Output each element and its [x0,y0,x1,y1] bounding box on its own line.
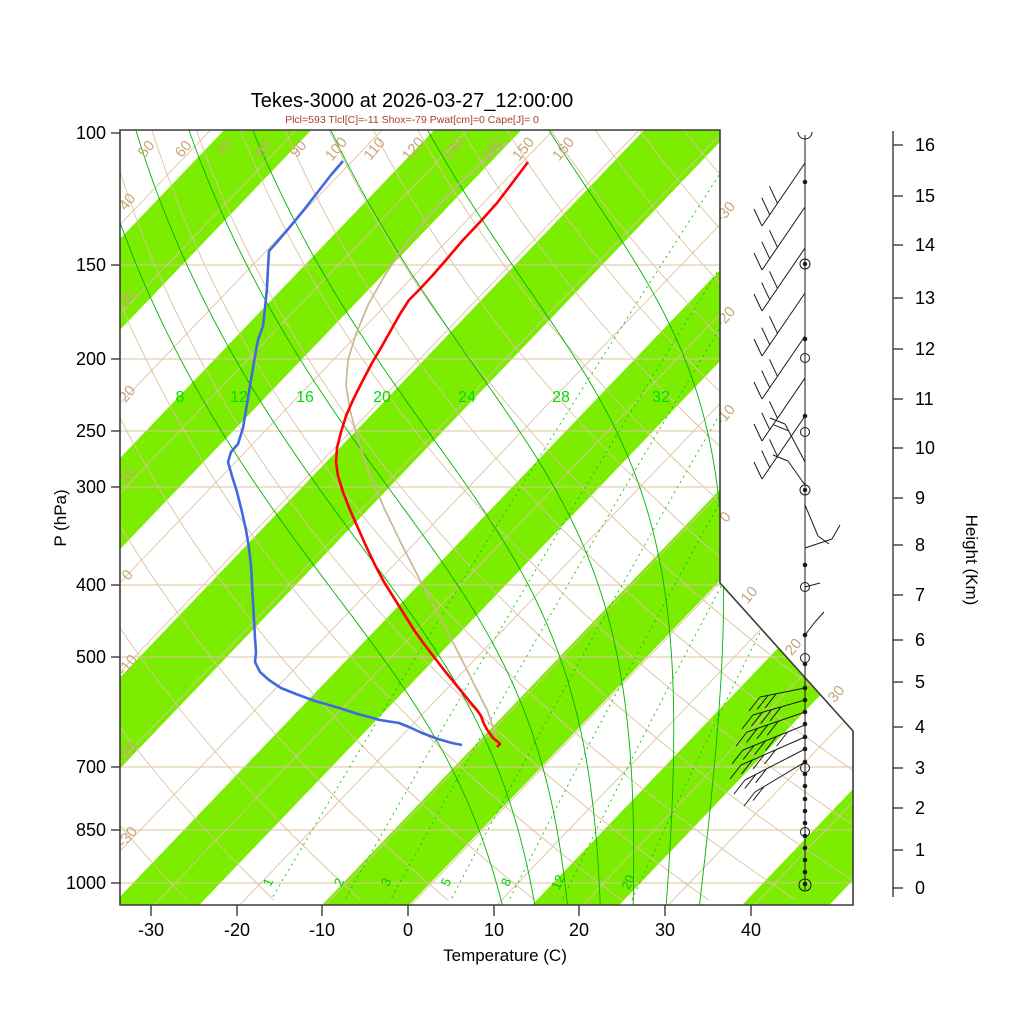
svg-text:50: 50 [135,137,159,161]
svg-text:500: 500 [76,647,106,667]
page-title: Tekes-3000 at 2026-03-27_12:00:00 [250,90,574,112]
svg-text:40: 40 [741,920,761,940]
svg-text:20: 20 [618,872,638,891]
temperature-axis: -30 -20 -10 0 10 20 30 40 Temperature (C) [138,905,761,965]
svg-text:10: 10 [738,583,762,607]
temperature-axis-title: Temperature (C) [443,946,567,965]
svg-text:12: 12 [230,389,248,406]
svg-text:1000: 1000 [66,873,106,893]
svg-text:8: 8 [915,535,925,555]
svg-text:150: 150 [509,134,538,164]
svg-text:1: 1 [915,840,925,860]
svg-text:60: 60 [172,137,196,161]
svg-text:400: 400 [76,575,106,595]
wind-barb-column [729,131,841,892]
dewpoint-curve [226,160,463,747]
pressure-axis-title: P (hPa) [51,489,70,546]
svg-text:7: 7 [915,585,925,605]
svg-text:30: 30 [655,920,675,940]
svg-text:8: 8 [176,389,185,406]
svg-text:-10: -10 [712,401,739,429]
svg-text:15: 15 [915,186,935,206]
svg-text:9: 9 [915,488,925,508]
svg-text:200: 200 [76,349,106,369]
svg-text:28: 28 [552,389,570,406]
svg-text:850: 850 [76,820,106,840]
svg-text:32: 32 [652,389,670,406]
svg-text:10: 10 [915,438,935,458]
height-axis-title: Height (Km) [962,515,981,606]
green-stripes [120,130,853,905]
svg-text:2: 2 [915,798,925,818]
svg-text:5: 5 [438,876,455,889]
svg-text:12: 12 [915,339,935,359]
svg-text:160: 160 [549,134,578,164]
svg-text:-10: -10 [309,920,335,940]
plot-frame [119,129,854,906]
svg-text:24: 24 [458,389,476,406]
svg-text:1: 1 [260,876,277,889]
svg-text:100: 100 [322,134,351,164]
pressure-axis: 100 150 200 250 300 400 500 700 850 1000 P (hPa) [51,123,120,893]
svg-text:100: 100 [76,123,106,143]
svg-text:-30: -30 [114,823,141,851]
svg-text:3: 3 [915,758,925,778]
svg-text:8: 8 [498,876,515,889]
plot-area [120,130,853,905]
svg-text:20: 20 [569,920,589,940]
svg-text:11: 11 [915,389,934,409]
svg-text:10: 10 [484,920,504,940]
svg-text:700: 700 [76,757,106,777]
sounding-indices: Plcl=593 Tlcl[C]=-11 Shox=-79 Pwat[cm]=0… [285,114,539,126]
svg-text:13: 13 [915,288,935,308]
svg-text:150: 150 [76,255,106,275]
moist-adiabats [120,130,725,905]
svg-text:-30: -30 [712,198,739,226]
svg-text:14: 14 [915,235,935,255]
svg-text:5: 5 [915,672,925,692]
svg-text:300: 300 [76,477,106,497]
svg-text:0: 0 [403,920,413,940]
svg-text:-20: -20 [224,920,250,940]
svg-text:250: 250 [76,421,106,441]
svg-text:6: 6 [915,630,925,650]
svg-text:2: 2 [331,876,348,889]
svg-text:20: 20 [373,389,391,406]
moist-adiabat-labels: 8 12 16 20 24 28 32 [176,389,670,406]
svg-text:4: 4 [915,717,925,737]
temperature-curve [334,161,530,748]
svg-text:0: 0 [915,878,925,898]
svg-text:16: 16 [296,389,314,406]
svg-text:12: 12 [548,872,568,891]
svg-text:110: 110 [360,134,388,163]
svg-text:-30: -30 [138,920,164,940]
svg-text:16: 16 [915,135,935,155]
